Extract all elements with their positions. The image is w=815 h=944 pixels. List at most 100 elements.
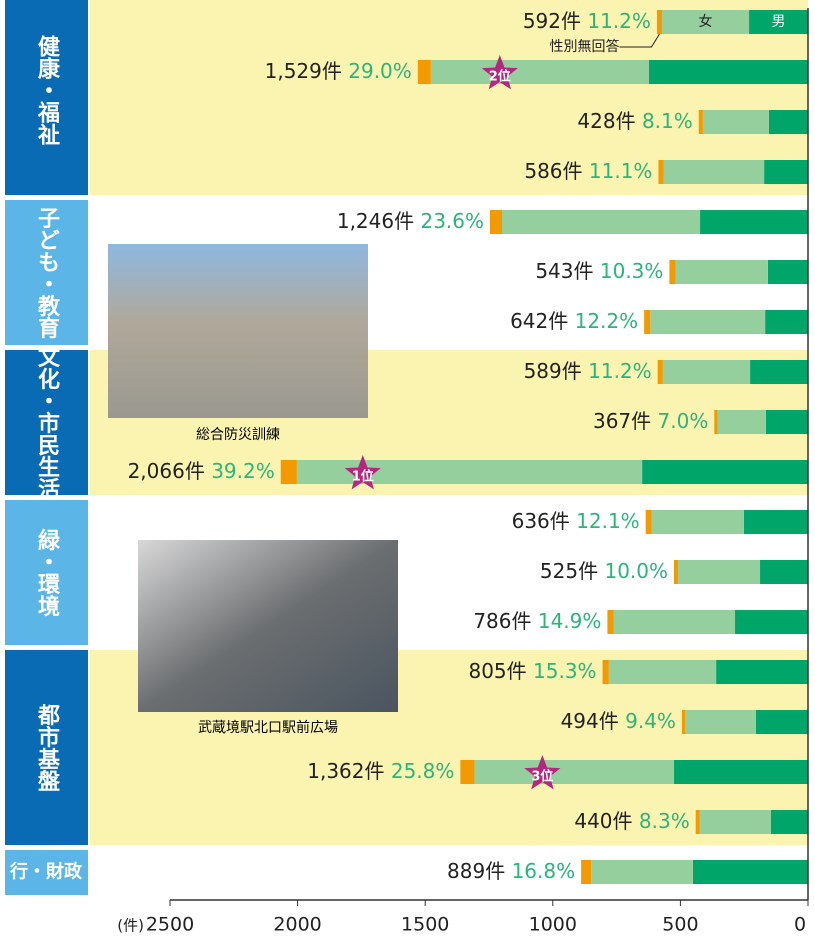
bar-segment <box>417 60 431 84</box>
bar-segment <box>750 360 808 384</box>
bar-segment <box>656 10 663 34</box>
rank-star <box>524 755 561 790</box>
total-label: 1,362件 <box>307 759 384 783</box>
bar-label: 636件 12.1% <box>512 509 640 533</box>
bar-label: 889件 16.8% <box>447 859 575 883</box>
group-box <box>5 500 88 645</box>
bar-segment <box>700 210 808 234</box>
x-tick-label: 0 <box>794 914 806 936</box>
bar-segment <box>675 260 768 284</box>
bar-segment <box>678 560 761 584</box>
bar-label: 494件 9.4% <box>561 709 676 733</box>
percent-label: 7.0% <box>658 409 709 433</box>
bar-segment <box>502 210 701 234</box>
bar-label: 592件 11.2% <box>523 9 651 33</box>
bar-label: 642件 12.2% <box>510 309 638 333</box>
bar-segment <box>642 460 808 484</box>
percent-label: 14.9% <box>538 609 602 633</box>
bar-segment <box>764 160 808 184</box>
bar-segment <box>602 660 609 684</box>
total-label: 494件 <box>561 709 619 733</box>
x-tick-label: 1500 <box>401 914 449 936</box>
group-box <box>5 650 88 845</box>
total-label: 1,246件 <box>337 209 414 233</box>
bar-label: 786件 14.9% <box>473 609 601 633</box>
bar-label: 2,066件 39.2% <box>128 459 275 483</box>
photo-caption: 武蔵境駅北口駅前広場 <box>198 719 338 736</box>
bar-segment <box>581 860 592 884</box>
bar-segment <box>591 860 693 884</box>
group-label: 都市基盤 <box>34 704 61 792</box>
total-label: 636件 <box>512 509 570 533</box>
x-axis-label: (件) <box>117 917 144 935</box>
bar-label: 589件 11.2% <box>524 359 652 383</box>
percent-label: 15.3% <box>533 659 597 683</box>
bar-segment <box>681 710 685 734</box>
bar-label: 1,529件 29.0% <box>265 59 412 83</box>
bar-segment <box>674 760 808 784</box>
bar-label: 586件 11.1% <box>524 159 652 183</box>
bar-segment <box>669 260 676 284</box>
bar-segment <box>699 810 771 834</box>
total-label: 586件 <box>524 159 582 183</box>
rank-star <box>481 55 518 90</box>
bar-segment <box>698 110 703 134</box>
bar-segment <box>770 810 808 834</box>
bar-label: 428件 8.1% <box>577 109 692 133</box>
percent-label: 10.3% <box>600 259 664 283</box>
bar-label: 440件 8.3% <box>574 809 689 833</box>
bar-segment <box>743 510 808 534</box>
percent-label: 12.1% <box>576 509 640 533</box>
bar-segment <box>674 560 679 584</box>
bar-segment <box>695 810 700 834</box>
leader-line <box>619 33 660 48</box>
rank-label: 1位 <box>352 469 374 485</box>
bar-segment <box>649 60 808 84</box>
bar-segment <box>662 360 751 384</box>
percent-label: 11.2% <box>587 9 651 33</box>
total-label: 428件 <box>577 109 635 133</box>
total-label: 543件 <box>535 259 593 283</box>
total-label: 786件 <box>473 609 531 633</box>
total-label: 592件 <box>523 9 581 33</box>
group-box <box>5 0 88 195</box>
rank-star <box>344 455 381 490</box>
bar-segment <box>650 310 766 334</box>
x-tick-label: 2000 <box>273 914 321 936</box>
percent-label: 8.3% <box>639 809 690 833</box>
legend-label: 男 <box>772 14 786 30</box>
bar-label: 367件 7.0% <box>593 409 708 433</box>
bar-segment <box>662 10 750 34</box>
photo-caption: 総合防災訓練 <box>196 427 280 443</box>
bar-segment <box>749 10 808 34</box>
total-label: 525件 <box>540 559 598 583</box>
bar-segment <box>651 510 744 534</box>
total-label: 1,529件 <box>265 59 342 83</box>
group-box <box>5 850 88 895</box>
bar-segment <box>714 410 718 434</box>
bar-segment <box>663 160 765 184</box>
rank-label: 3位 <box>531 769 553 785</box>
rank-label: 2位 <box>489 69 511 85</box>
bar-segment <box>702 110 769 134</box>
group-label: 文化・市民生活 <box>34 345 60 500</box>
total-label: 805件 <box>468 659 526 683</box>
legend-label: 性別無回答 <box>549 38 619 55</box>
bar-segment <box>692 860 808 884</box>
bar-segment <box>460 760 475 784</box>
percent-label: 16.8% <box>512 859 576 883</box>
bar-segment <box>613 610 736 634</box>
bar-segment <box>768 110 808 134</box>
total-label: 642件 <box>510 309 568 333</box>
total-label: 889件 <box>447 859 505 883</box>
percent-label: 29.0% <box>348 59 412 83</box>
x-tick-label: 2500 <box>146 914 194 936</box>
bar-label: 1,246件 23.6% <box>337 209 484 233</box>
bar-segment <box>474 760 675 784</box>
bar-segment <box>644 310 651 334</box>
photo <box>108 244 368 418</box>
bar-segment <box>657 360 663 384</box>
bar-label: 805件 15.3% <box>468 659 596 683</box>
bar-segment <box>684 710 756 734</box>
